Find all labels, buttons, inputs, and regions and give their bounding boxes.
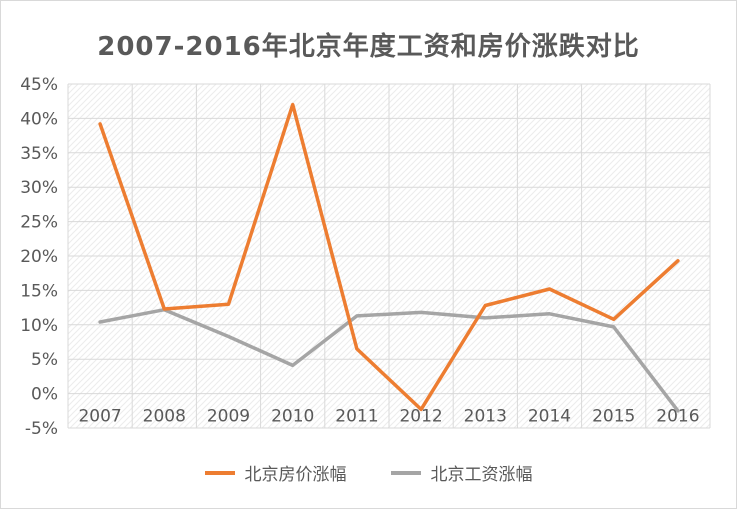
legend-label-house-price: 北京房价涨幅 xyxy=(244,465,347,485)
y-tick-label: 35% xyxy=(20,144,58,164)
y-tick-label: 10% xyxy=(20,316,58,336)
x-tick-label: 2015 xyxy=(592,407,635,427)
x-tick-label: 2012 xyxy=(399,407,442,427)
x-tick-label: 2010 xyxy=(271,407,314,427)
series-line-wage xyxy=(98,307,680,413)
legend: 北京房价涨幅 北京工资涨幅 xyxy=(0,460,737,485)
y-tick-label: 0% xyxy=(31,385,58,405)
x-tick-label: 2007 xyxy=(78,407,121,427)
legend-swatch-wage xyxy=(390,470,421,475)
x-tick-label: 2013 xyxy=(464,407,507,427)
chart-title: 2007-2016年北京年度工资和房价涨跌对比 xyxy=(97,32,640,62)
x-tick-label: 2014 xyxy=(528,407,571,427)
y-tick-label: 5% xyxy=(31,350,58,370)
y-tick-label: 40% xyxy=(20,109,58,129)
x-tick-label: 2011 xyxy=(335,407,378,427)
y-tick-label: 30% xyxy=(20,178,58,198)
y-tick-label: 45% xyxy=(20,75,58,95)
y-tick-label: 15% xyxy=(20,281,58,301)
y-tick-label: 25% xyxy=(20,213,58,233)
legend-label-wage: 北京工资涨幅 xyxy=(430,465,533,485)
series-line-house-price xyxy=(98,102,680,412)
x-tick-label: 2016 xyxy=(656,407,699,427)
legend-swatch-house-price xyxy=(204,470,235,475)
legend-item-house-price: 北京房价涨幅 xyxy=(204,460,347,485)
y-tick-label: -5% xyxy=(25,419,58,439)
legend-item-wage: 北京工资涨幅 xyxy=(390,460,533,485)
x-tick-label: 2009 xyxy=(207,407,250,427)
x-tick-label: 2008 xyxy=(143,407,186,427)
y-tick-label: 20% xyxy=(20,247,58,267)
